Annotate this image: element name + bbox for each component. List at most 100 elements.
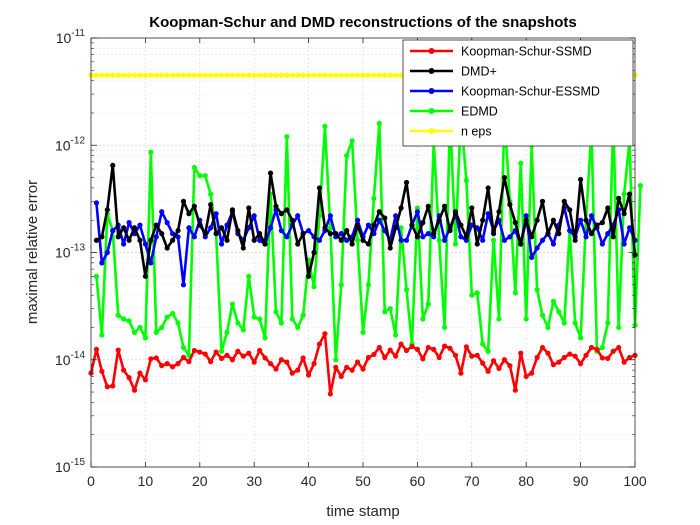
data-point <box>93 346 100 352</box>
data-point <box>186 225 192 231</box>
data-point <box>539 237 546 243</box>
data-point <box>164 314 170 320</box>
data-point <box>420 316 426 322</box>
data-point <box>246 72 252 78</box>
data-point <box>289 370 295 376</box>
data-point <box>213 349 219 355</box>
data-point <box>104 384 110 390</box>
data-point <box>616 324 622 331</box>
data-point <box>202 173 208 179</box>
data-point <box>387 305 393 312</box>
data-point <box>240 72 246 78</box>
data-point <box>393 213 399 219</box>
data-point <box>142 273 148 279</box>
data-point <box>142 335 148 341</box>
data-point <box>594 222 600 228</box>
data-point <box>567 351 573 357</box>
data-point <box>300 231 306 237</box>
data-point <box>349 367 355 373</box>
data-point <box>267 170 274 176</box>
data-point <box>208 191 214 197</box>
y-tick-label: 10-11 <box>56 28 86 46</box>
data-point <box>295 367 301 373</box>
y-tick-label: 10-15 <box>55 457 85 475</box>
data-point <box>300 72 306 78</box>
data-point <box>137 370 143 376</box>
data-point <box>474 241 480 247</box>
data-point <box>556 231 562 237</box>
data-point <box>180 198 187 204</box>
data-point <box>621 191 627 197</box>
data-point <box>213 72 219 78</box>
data-point <box>458 222 464 228</box>
data-point <box>170 237 176 243</box>
data-point <box>588 213 595 219</box>
data-point <box>360 237 366 243</box>
data-point <box>561 320 567 326</box>
data-point <box>284 359 290 365</box>
data-point <box>567 228 573 234</box>
data-point <box>349 72 355 78</box>
data-point <box>262 241 268 247</box>
data-point <box>246 205 252 211</box>
data-point <box>578 217 584 223</box>
data-point <box>333 231 339 237</box>
data-point <box>191 234 197 240</box>
data-point <box>425 301 431 307</box>
data-point <box>218 225 225 231</box>
data-point <box>289 316 295 322</box>
data-point <box>186 72 192 78</box>
data-point <box>452 209 459 215</box>
data-point <box>431 231 437 237</box>
data-point <box>420 356 426 362</box>
data-point <box>284 134 290 140</box>
data-point <box>170 231 176 237</box>
data-point <box>208 72 214 78</box>
data-point <box>376 120 382 126</box>
data-point <box>142 241 148 247</box>
data-point <box>327 72 333 78</box>
data-point <box>246 350 252 356</box>
data-point <box>300 355 306 361</box>
data-point <box>218 241 225 247</box>
data-point <box>572 353 578 359</box>
data-point <box>529 370 535 376</box>
data-point <box>148 237 154 243</box>
data-point <box>512 220 518 226</box>
data-point <box>360 72 366 78</box>
data-point <box>99 72 105 78</box>
data-point <box>442 237 448 243</box>
data-point <box>333 72 339 78</box>
data-point <box>175 320 181 326</box>
data-point <box>523 316 529 322</box>
data-point <box>213 211 219 217</box>
data-point <box>539 198 546 204</box>
data-point <box>382 309 388 315</box>
data-point <box>398 205 404 211</box>
data-point <box>349 138 355 144</box>
data-point <box>311 249 317 256</box>
data-point <box>218 355 225 361</box>
data-point <box>414 346 420 352</box>
data-point <box>550 241 557 247</box>
data-point <box>344 364 350 370</box>
data-point <box>262 355 268 361</box>
data-point <box>539 312 546 318</box>
legend-marker-koopman-schur-ssmd <box>428 48 435 54</box>
data-point <box>534 245 540 251</box>
data-point <box>164 361 170 367</box>
data-point <box>131 72 138 78</box>
data-point <box>480 341 486 347</box>
data-point <box>175 361 181 367</box>
data-point <box>354 72 361 78</box>
data-point <box>191 203 197 209</box>
x-tick-label: 10 <box>138 473 154 489</box>
data-point <box>403 287 410 293</box>
data-point <box>251 359 257 365</box>
data-point <box>170 72 176 78</box>
data-point <box>458 370 464 376</box>
data-point <box>180 282 187 288</box>
data-point <box>338 237 344 243</box>
data-point <box>344 153 350 159</box>
data-point <box>180 344 187 351</box>
